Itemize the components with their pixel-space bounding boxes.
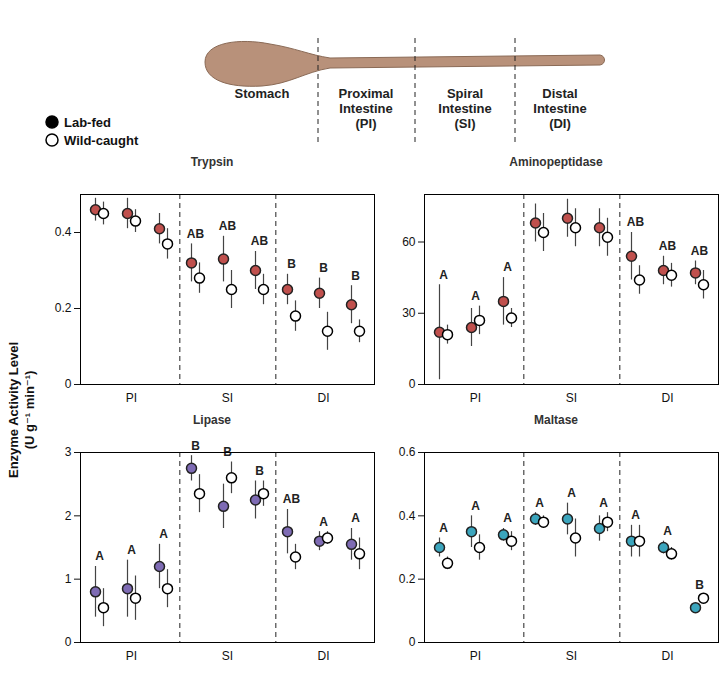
svg-text:AB: AB: [219, 219, 237, 233]
html-text:Trypsin: Trypsin: [190, 155, 234, 169]
svg-text:A: A: [95, 549, 104, 563]
svg-text:0.4: 0.4: [399, 509, 416, 523]
svg-text:DI: DI: [662, 391, 674, 405]
svg-text:SpiralIntestine(SI): SpiralIntestine(SI): [438, 86, 491, 131]
svg-text:SI: SI: [222, 649, 233, 663]
svg-text:AB: AB: [251, 234, 269, 248]
svg-text:0: 0: [65, 635, 72, 649]
svg-text:AB: AB: [659, 239, 677, 253]
svg-text:0: 0: [65, 377, 72, 391]
svg-text:0: 0: [409, 377, 416, 391]
svg-text:0: 0: [409, 635, 416, 649]
svg-text:AB: AB: [187, 227, 205, 241]
svg-text:A: A: [159, 527, 168, 541]
svg-text:B: B: [255, 464, 264, 478]
svg-text:A: A: [503, 260, 512, 274]
svg-text:A: A: [567, 486, 576, 500]
svg-text:B: B: [191, 439, 200, 453]
svg-text:B: B: [287, 257, 296, 271]
svg-text:2: 2: [65, 509, 72, 523]
svg-text:3: 3: [65, 445, 72, 459]
svg-text:A: A: [631, 508, 640, 522]
svg-text:A: A: [127, 543, 136, 557]
svg-text:A: A: [319, 515, 328, 529]
svg-text:30: 30: [402, 306, 416, 320]
svg-text:0.2: 0.2: [399, 572, 416, 586]
svg-text:A: A: [471, 289, 480, 303]
svg-text:Wild-caught: Wild-caught: [64, 133, 139, 148]
svg-text:SI: SI: [222, 391, 233, 405]
svg-text:A: A: [439, 268, 448, 282]
svg-text:DistalIntestine(DI): DistalIntestine(DI): [533, 86, 586, 131]
svg-text:Enzyme Activity Level(U g⁻¹ mi: Enzyme Activity Level(U g⁻¹ min⁻¹): [6, 342, 37, 478]
svg-text:AB: AB: [691, 244, 709, 258]
svg-text:A: A: [351, 511, 360, 525]
svg-text:DI: DI: [318, 391, 330, 405]
svg-text:AB: AB: [283, 492, 301, 506]
svg-text:PI: PI: [470, 391, 481, 405]
svg-text:0.4: 0.4: [55, 225, 72, 239]
svg-text:A: A: [599, 496, 608, 510]
svg-text:B: B: [695, 578, 704, 592]
svg-text:Lab-fed: Lab-fed: [64, 115, 111, 130]
svg-text:SI: SI: [566, 649, 577, 663]
svg-text:B: B: [223, 445, 232, 459]
svg-text:B: B: [351, 269, 360, 283]
svg-text:SI: SI: [566, 391, 577, 405]
html-text:Lipase: Lipase: [193, 413, 231, 427]
svg-text:DI: DI: [662, 649, 674, 663]
svg-text:1: 1: [65, 572, 72, 586]
svg-text:A: A: [471, 499, 480, 513]
svg-text:DI: DI: [318, 649, 330, 663]
svg-text:A: A: [535, 496, 544, 510]
svg-text:0.2: 0.2: [55, 301, 72, 315]
html-text:Aminopeptidase: Aminopeptidase: [509, 155, 603, 169]
svg-text:60: 60: [402, 235, 416, 249]
svg-text:AB: AB: [627, 215, 645, 229]
svg-text:0.6: 0.6: [399, 445, 416, 459]
html-text:Maltase: Maltase: [534, 413, 578, 427]
svg-text:PI: PI: [126, 649, 137, 663]
svg-text:A: A: [503, 511, 512, 525]
svg-text:B: B: [319, 261, 328, 275]
svg-text:A: A: [663, 524, 672, 538]
svg-text:PI: PI: [470, 649, 481, 663]
svg-text:Stomach: Stomach: [235, 86, 290, 101]
svg-text:ProximalIntestine(PI): ProximalIntestine(PI): [339, 86, 394, 131]
svg-text:PI: PI: [126, 391, 137, 405]
svg-text:A: A: [439, 521, 448, 535]
